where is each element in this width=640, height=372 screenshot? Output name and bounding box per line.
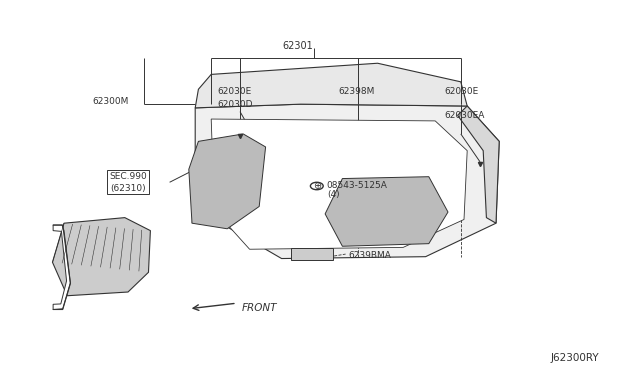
Polygon shape bbox=[53, 225, 70, 310]
Polygon shape bbox=[325, 177, 448, 246]
Text: J62300RY: J62300RY bbox=[550, 353, 599, 363]
Circle shape bbox=[310, 182, 323, 190]
Text: 62030E: 62030E bbox=[218, 87, 252, 96]
Text: 62030EA: 62030EA bbox=[445, 111, 485, 120]
Polygon shape bbox=[52, 218, 150, 296]
Text: 62398M: 62398M bbox=[338, 87, 374, 96]
Text: 62300M: 62300M bbox=[93, 97, 129, 106]
Polygon shape bbox=[195, 63, 467, 108]
Polygon shape bbox=[195, 104, 499, 259]
Polygon shape bbox=[458, 106, 499, 223]
Text: FRONT: FRONT bbox=[242, 303, 277, 312]
Text: 62030D: 62030D bbox=[218, 100, 253, 109]
Text: 6239BMA: 6239BMA bbox=[349, 251, 392, 260]
Text: 08543-5125A: 08543-5125A bbox=[326, 181, 387, 190]
Text: 62030E: 62030E bbox=[445, 87, 479, 96]
Text: ⊕: ⊕ bbox=[313, 181, 321, 191]
Text: SEC.990
(62310): SEC.990 (62310) bbox=[109, 172, 147, 193]
Text: (4): (4) bbox=[328, 190, 340, 199]
FancyBboxPatch shape bbox=[291, 248, 333, 260]
Polygon shape bbox=[189, 134, 266, 229]
Text: 62301: 62301 bbox=[282, 41, 313, 51]
Polygon shape bbox=[211, 119, 467, 249]
